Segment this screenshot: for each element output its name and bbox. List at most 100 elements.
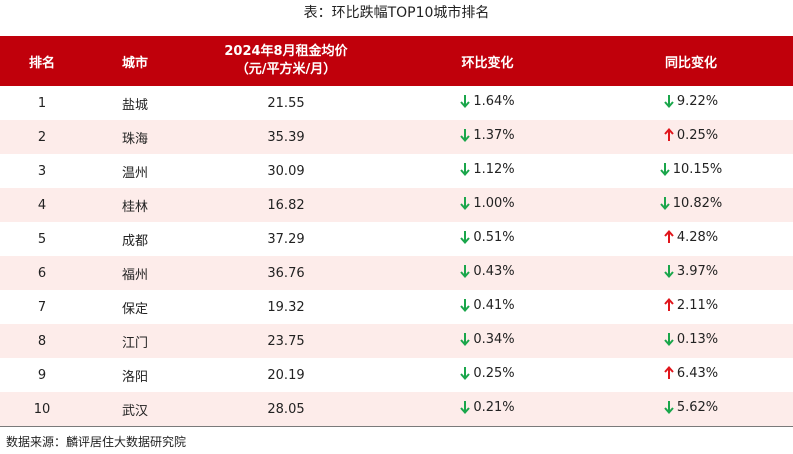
cell-yoy: 5.62%	[589, 400, 793, 419]
table-row: 6 福州 36.76 0.43% 3.97%	[0, 256, 793, 290]
arrow-down-icon	[460, 264, 471, 279]
cell-city: 盐城	[121, 97, 148, 113]
cell-mom: 1.37%	[386, 128, 589, 147]
arrow-down-icon	[460, 298, 471, 313]
mom-value: 1.37%	[473, 127, 515, 143]
header-rent: 2024年8月租金均价 （元/平方米/月）	[186, 43, 386, 79]
table-header: 排名 城市 2024年8月租金均价 （元/平方米/月） 环比变化 同比变化	[0, 36, 793, 86]
cell-city: 武汉	[121, 403, 148, 419]
cell-rent: 21.55	[267, 95, 305, 111]
cell-mom: 0.34%	[386, 332, 589, 351]
table-title: 表：环比跌幅TOP10城市排名	[303, 5, 490, 21]
mom-value: 0.25%	[473, 365, 515, 381]
arrow-down-icon	[460, 196, 471, 211]
cell-yoy: 2.11%	[589, 298, 793, 317]
cell-mom: 0.51%	[386, 230, 589, 249]
cell-city: 洛阳	[121, 369, 148, 385]
yoy-value: 2.11%	[676, 297, 719, 313]
arrow-down-icon	[664, 332, 674, 347]
arrow-down-icon	[460, 332, 471, 347]
cell-mom: 0.41%	[386, 298, 589, 317]
cell-rank: 6	[37, 265, 47, 281]
cell-city: 珠海	[121, 131, 148, 147]
table-row: 9 洛阳 20.19 0.25% 6.43%	[0, 358, 793, 392]
cell-yoy: 0.25%	[589, 128, 793, 147]
table-body: 1 盐城 21.55 1.64% 9.22% 2 珠海 35.39 1.37% 0.25% 3 温州 3…	[0, 86, 793, 426]
table-row: 2 珠海 35.39 1.37% 0.25%	[0, 120, 793, 154]
cell-rent: 19.32	[267, 299, 305, 315]
cell-rent: 23.75	[267, 333, 305, 349]
cell-rent: 20.19	[267, 367, 305, 383]
table-row: 4 桂林 16.82 1.00% 10.82%	[0, 188, 793, 222]
cell-rent: 35.39	[267, 129, 305, 145]
arrow-down-icon	[460, 128, 471, 143]
cell-mom: 0.43%	[386, 264, 589, 283]
header-rent-line2: （元/平方米/月）	[235, 62, 337, 77]
arrow-up-icon	[664, 366, 674, 380]
source-note: 数据来源：麟评居住大数据研究院	[6, 435, 187, 449]
mom-value: 0.43%	[473, 263, 515, 279]
header-yoy: 同比变化	[664, 55, 717, 71]
cell-rank: 10	[33, 401, 51, 417]
cell-rent: 36.76	[267, 265, 305, 281]
header-rent-line1: 2024年8月租金均价	[224, 44, 348, 59]
cell-rank: 3	[37, 163, 47, 179]
cell-yoy: 10.15%	[589, 162, 793, 181]
table-row: 8 江门 23.75 0.34% 0.13%	[0, 324, 793, 358]
mom-value: 0.51%	[473, 229, 515, 245]
cell-yoy: 6.43%	[589, 366, 793, 385]
table-row: 1 盐城 21.55 1.64% 9.22%	[0, 86, 793, 120]
cell-rank: 1	[37, 95, 47, 111]
cell-mom: 1.00%	[386, 196, 589, 215]
cell-city: 温州	[121, 165, 148, 181]
arrow-down-icon	[460, 230, 471, 245]
cell-rent: 37.29	[267, 231, 305, 247]
cell-rent: 28.05	[267, 401, 305, 417]
arrow-down-icon	[659, 162, 670, 177]
cell-mom: 1.64%	[386, 94, 589, 113]
cell-rank: 7	[37, 299, 47, 315]
cell-city: 江门	[121, 335, 148, 351]
cell-rank: 5	[37, 231, 47, 247]
ranking-table: 排名 城市 2024年8月租金均价 （元/平方米/月） 环比变化 同比变化 1 盐…	[0, 36, 793, 426]
mom-value: 1.12%	[473, 161, 515, 177]
table-bottom-rule	[0, 426, 793, 427]
mom-value: 0.21%	[473, 399, 515, 415]
cell-yoy: 9.22%	[589, 94, 793, 113]
arrow-down-icon	[659, 196, 670, 211]
cell-yoy: 3.97%	[589, 264, 793, 283]
mom-value: 0.34%	[473, 331, 515, 347]
cell-city: 保定	[121, 301, 148, 317]
header-city: 城市	[121, 55, 148, 71]
arrow-down-icon	[460, 400, 471, 415]
yoy-value: 4.28%	[676, 229, 719, 245]
cell-city: 福州	[121, 267, 148, 283]
cell-rent: 16.82	[267, 197, 305, 213]
arrow-up-icon	[664, 128, 674, 142]
cell-mom: 1.12%	[386, 162, 589, 181]
cell-rank: 2	[37, 129, 47, 145]
table-row: 3 温州 30.09 1.12% 10.15%	[0, 154, 793, 188]
yoy-value: 0.13%	[676, 331, 719, 347]
cell-city: 成都	[121, 233, 148, 249]
cell-rank: 8	[37, 333, 47, 349]
arrow-up-icon	[664, 230, 674, 244]
yoy-value: 0.25%	[676, 127, 719, 143]
yoy-value: 5.62%	[676, 399, 719, 415]
arrow-down-icon	[460, 162, 471, 177]
cell-rent: 30.09	[267, 163, 305, 179]
mom-value: 1.64%	[473, 93, 515, 109]
cell-yoy: 4.28%	[589, 230, 793, 249]
cell-rank: 4	[37, 197, 47, 213]
table-row: 10 武汉 28.05 0.21% 5.62%	[0, 392, 793, 426]
arrow-down-icon	[664, 400, 674, 415]
mom-value: 0.41%	[473, 297, 515, 313]
cell-mom: 0.21%	[386, 400, 589, 419]
arrow-down-icon	[460, 366, 471, 381]
yoy-value: 6.43%	[676, 365, 719, 381]
table-row: 7 保定 19.32 0.41% 2.11%	[0, 290, 793, 324]
yoy-value: 9.22%	[676, 93, 719, 109]
yoy-value: 3.97%	[676, 263, 719, 279]
mom-value: 1.00%	[473, 195, 515, 211]
arrow-down-icon	[664, 94, 674, 109]
